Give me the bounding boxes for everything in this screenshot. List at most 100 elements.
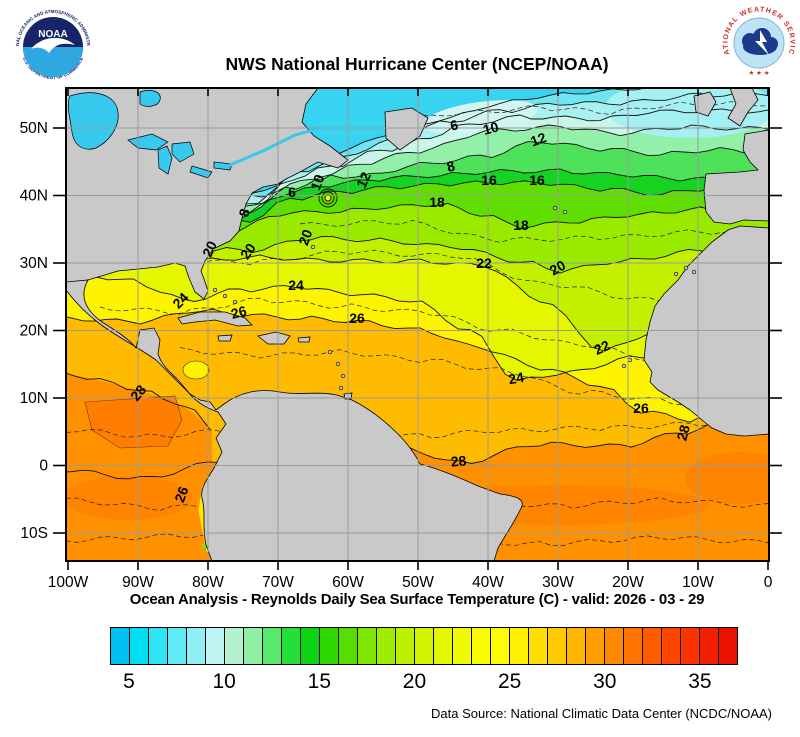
colorbar-cell (130, 628, 149, 664)
caption: Ocean Analysis - Reynolds Daily Sea Surf… (129, 591, 705, 608)
x-axis-tick-label: 80W (192, 574, 224, 591)
colorbar-cell (434, 628, 453, 664)
colorbar-tick-label: 15 (307, 670, 332, 693)
colorbar-cell (225, 628, 244, 664)
colorbar-cell (700, 628, 719, 664)
x-axis-tick-label: 20W (612, 574, 644, 591)
colorbar-cell (244, 628, 263, 664)
contour-label: 12 (353, 169, 374, 190)
y-axis-tick-label: 50N (20, 120, 48, 137)
x-axis-tick-label: 100W (48, 574, 89, 591)
x-axis-tick-label: 60W (332, 574, 364, 591)
colorbar-cell (149, 628, 168, 664)
contour-label: 22 (591, 337, 612, 358)
contour-label: 20 (295, 227, 315, 247)
colorbar-tick-label: 25 (497, 670, 522, 693)
contour-label: 16 (481, 172, 497, 188)
colorbar-cell (187, 628, 206, 664)
contour-label: 26 (349, 310, 365, 326)
x-axis-tick-label: 90W (122, 574, 154, 591)
colorbar-cell (301, 628, 320, 664)
colorbar-cell (358, 628, 377, 664)
nws-logo: NATIONAL WEATHER SERVICE ★ ★ ★ (722, 6, 795, 79)
land-masses (65, 87, 770, 562)
contour-label: 16 (529, 172, 545, 188)
noaa-seagull-icon (31, 37, 75, 53)
x-axis-tick-label: 10W (682, 574, 714, 591)
contour-label: 6 (288, 184, 296, 200)
x-axis-tick-label: 40W (472, 574, 504, 591)
colorbar-cell (586, 628, 605, 664)
colorbar-tick-label: 5 (123, 670, 135, 693)
axis-labels: 100W 90W 80W 70W 60W 50W 40W 30W 20W 10W 0 50N 40N 30… (20, 120, 773, 591)
colorbar-tick-label: 20 (402, 670, 427, 693)
contour-label: 20 (547, 257, 569, 279)
x-axis-tick-label: 50W (402, 574, 434, 591)
colorbar (110, 627, 738, 665)
x-axis-tick-label: 30W (542, 574, 574, 591)
contour-label: 20 (199, 238, 220, 259)
axis-ticks (53, 88, 782, 570)
colorbar-cell (111, 628, 130, 664)
contour-label: 24 (288, 277, 304, 293)
lat-lon-grid (66, 88, 769, 561)
contour-label: 26 (633, 400, 649, 416)
y-axis-tick-label: 10S (20, 525, 48, 542)
contour-label: 28 (450, 452, 467, 469)
colorbar-cell (206, 628, 225, 664)
contour-label: 8 (235, 207, 253, 219)
contour-label: 28 (673, 423, 693, 442)
contour-label: 26 (171, 484, 191, 504)
data-source: Data Source: National Climatic Data Cent… (431, 706, 772, 721)
x-axis-tick-label: 0 (764, 574, 773, 591)
colorbar-cell (548, 628, 567, 664)
contour-label: 18 (513, 217, 529, 233)
colorbar-cell (567, 628, 586, 664)
y-axis-tick-label: 30N (20, 255, 48, 272)
colorbar-cell (339, 628, 358, 664)
colorbar-cell (453, 628, 472, 664)
colorbar-cell (681, 628, 700, 664)
colorbar-cell (282, 628, 301, 664)
colorbar-cell (605, 628, 624, 664)
colorbar-cell (662, 628, 681, 664)
colorbar-cell (415, 628, 434, 664)
y-axis-tick-label: 0 (39, 458, 48, 475)
contour-label: 24 (507, 369, 525, 387)
x-axis-tick-label: 70W (262, 574, 294, 591)
contour-label: 10 (307, 172, 327, 192)
colorbar-tick-label: 35 (688, 670, 712, 693)
contour-label: 6 (449, 116, 460, 133)
colorbar-cell (529, 628, 548, 664)
colorbar-cell (643, 628, 662, 664)
nws-lightning-icon (755, 30, 769, 55)
colorbar-cell (168, 628, 187, 664)
nws-stars: ★ ★ ★ (748, 70, 769, 77)
contour-label: 22 (476, 255, 492, 271)
colorbar-cell (472, 628, 491, 664)
colorbar-cell (396, 628, 415, 664)
colorbar-cell (491, 628, 510, 664)
noaa-wordmark: NOAA (38, 29, 67, 40)
y-axis-tick-label: 40N (20, 188, 48, 205)
contour-label: 26 (229, 302, 248, 322)
y-axis-tick-label: 20N (20, 323, 48, 340)
colorbar-cell (624, 628, 643, 664)
colorbar-cell (377, 628, 396, 664)
colorbar-cell (510, 628, 529, 664)
colorbar-cell (719, 628, 737, 664)
contour-label: 10 (481, 118, 500, 138)
contour-label: 12 (528, 129, 548, 149)
noaa-globe-sea (23, 47, 83, 77)
page-title: NWS National Hurricane Center (NCEP/NOAA… (225, 54, 609, 74)
colorbar-tick-label: 10 (212, 670, 236, 693)
contour-label: 18 (429, 194, 445, 210)
noaa-logo: NATIONAL OCEANIC AND ATMOSPHERIC ADMINIS… (13, 7, 93, 87)
colorbar-tick-labels: 5 10 15 20 25 30 35 (110, 670, 738, 696)
colorbar-cell (320, 628, 339, 664)
colorbar-tick-label: 30 (593, 670, 617, 693)
colorbar-cell (263, 628, 282, 664)
contour-label: 8 (445, 157, 457, 175)
